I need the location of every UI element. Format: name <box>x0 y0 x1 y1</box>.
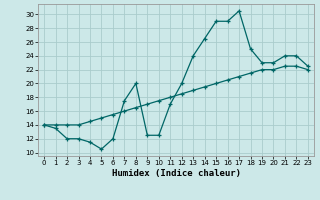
X-axis label: Humidex (Indice chaleur): Humidex (Indice chaleur) <box>111 169 241 178</box>
